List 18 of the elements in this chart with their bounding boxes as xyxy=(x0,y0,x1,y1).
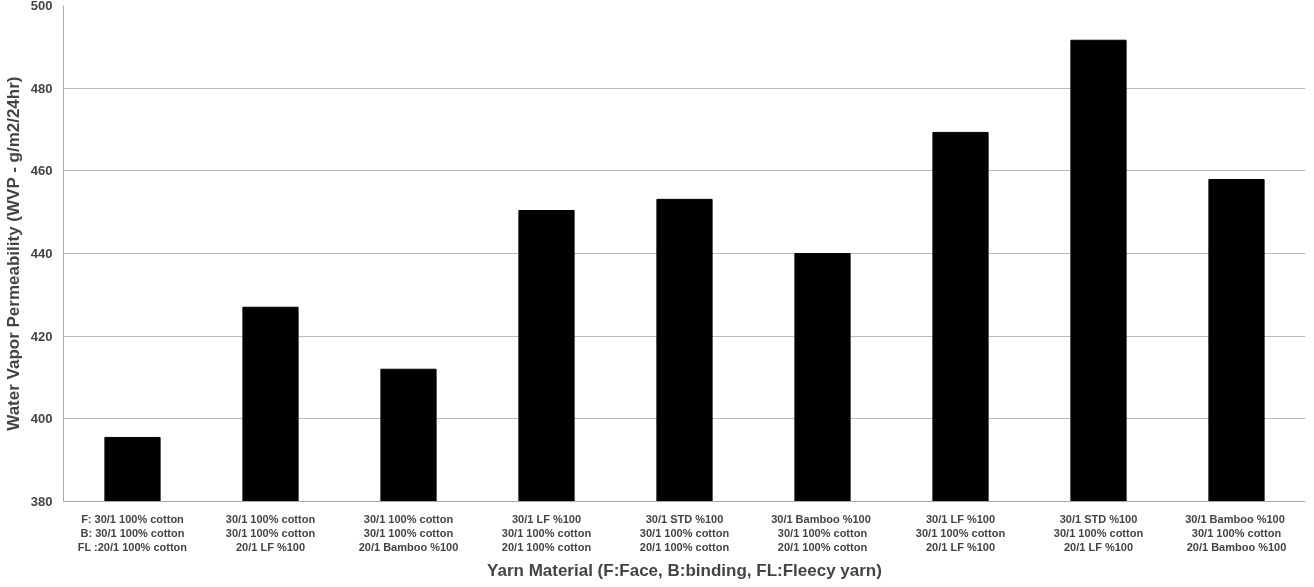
x-tick-label: 30/1 100% cotton 30/1 100% cotton 20/1 LF %100 xyxy=(225,512,316,554)
y-tick-label: 460 xyxy=(30,163,53,179)
y-axis-title: Water Vapor Permeability (WVP - g/m2/24hr) xyxy=(3,76,23,431)
y-tick-label: 480 xyxy=(30,80,53,96)
x-axis-title: Yarn Material (F:Face, B:binding, FL:Fleecy yarn) xyxy=(487,561,882,581)
y-tick-label: 500 xyxy=(30,0,53,13)
x-tick-label: 30/1 Bamboo %100 30/1 100% cotton 20/1 Bamboo %100 xyxy=(1185,512,1287,554)
y-tick-label: 440 xyxy=(30,246,53,261)
x-tick-label: 30/1 LF %100 30/1 100% cotton 20/1 100% cotton xyxy=(501,512,592,554)
y-tick-label: 380 xyxy=(30,494,53,509)
x-tick-label: 30/1 STD %100 30/1 100% cotton 20/1 LF %100 xyxy=(1053,512,1144,554)
x-tick-label: 30/1 100% cotton 30/1 100% cotton 20/1 Bamboo %100 xyxy=(358,512,459,554)
x-tick-label: F: 30/1 100% cotton B: 30/1 100% cotton FL :20/1 100% cotton xyxy=(77,512,188,554)
x-tick-label: 30/1 LF %100 30/1 100% cotton 20/1 LF %100 xyxy=(915,512,1006,554)
y-tick-label: 400 xyxy=(30,411,53,427)
y-tick-label: 420 xyxy=(30,328,53,344)
x-tick-label: 30/1 STD %100 30/1 100% cotton 20/1 100% cotton xyxy=(639,512,730,554)
x-tick-label: 30/1 Bamboo %100 30/1 100% cotton 20/1 100% cotton xyxy=(771,512,871,554)
